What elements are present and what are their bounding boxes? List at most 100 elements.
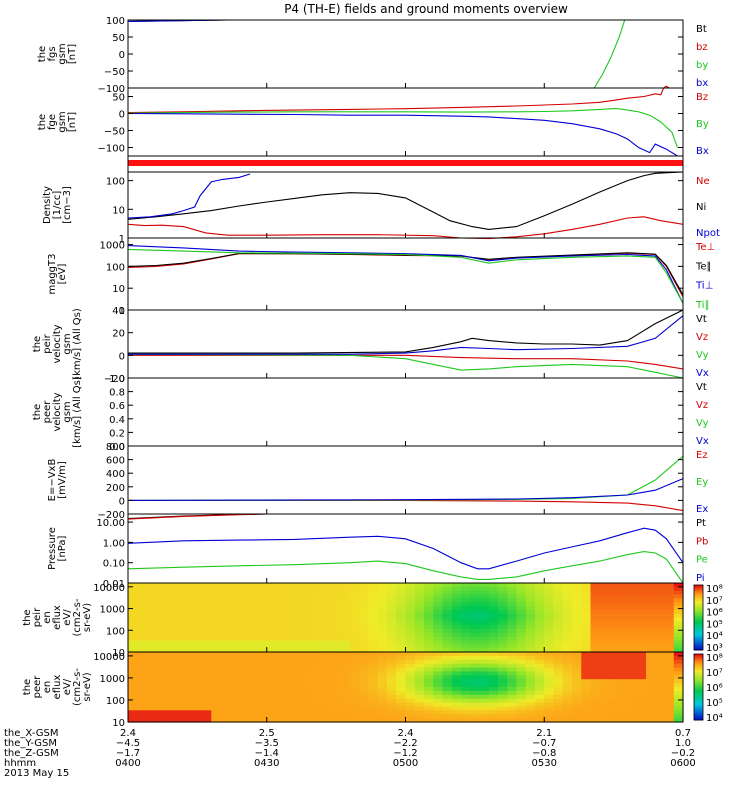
heatmap-cell — [248, 590, 259, 596]
heatmap-cell — [572, 648, 582, 653]
y-axis-label: eV/ — [62, 678, 73, 695]
heatmap-cell — [294, 590, 305, 596]
heatmap-cell — [202, 594, 212, 599]
heatmap-cell — [257, 671, 268, 676]
heatmap-cell — [183, 606, 194, 611]
heatmap-cell — [128, 706, 138, 711]
heatmap-cell — [414, 617, 425, 622]
heatmap-cell — [387, 671, 397, 676]
heatmap-cell — [387, 663, 397, 669]
heatmap-cell — [396, 667, 407, 673]
heatmap-cell — [183, 659, 194, 665]
heatmap-cell — [572, 718, 582, 723]
heatmap-cell — [442, 687, 453, 692]
heatmap-cell — [155, 706, 166, 711]
heatmap-cell — [155, 690, 166, 696]
heatmap-cell — [424, 613, 434, 619]
heatmap-cell — [368, 679, 379, 684]
heatmap-cell — [479, 702, 490, 708]
heatmap-cell — [562, 602, 573, 607]
heatmap-cell — [183, 640, 194, 645]
heatmap-cell — [442, 640, 453, 645]
y-tick-label: −200 — [98, 510, 125, 521]
colorbar-cell — [694, 640, 703, 643]
heatmap-cell — [627, 636, 638, 642]
heatmap-cell — [655, 671, 666, 676]
heatmap-cell — [165, 586, 175, 592]
heatmap-cell — [572, 606, 582, 611]
heatmap-cell — [498, 679, 508, 684]
heatmap-cell — [294, 667, 305, 673]
heatmap-cell — [313, 598, 323, 603]
heatmap-cell — [220, 621, 231, 626]
heatmap-cell — [581, 683, 592, 688]
heatmap-cell — [220, 706, 231, 711]
heatmap-cell — [405, 613, 416, 619]
heatmap-cell — [562, 683, 573, 688]
heatmap-cell — [303, 710, 314, 715]
heatmap-cell — [433, 675, 444, 680]
heatmap-cell — [146, 652, 157, 657]
heatmap-cell — [553, 632, 564, 638]
heatmap-cell — [387, 675, 397, 680]
heatmap-cell — [165, 598, 175, 603]
heatmap-cell — [294, 636, 305, 642]
heatmap-cell — [285, 659, 296, 665]
heatmap-cell — [229, 690, 240, 696]
heatmap-cell — [405, 718, 416, 723]
heatmap-cell — [544, 698, 555, 704]
heatmap-cell — [516, 609, 527, 615]
heatmap-cell — [488, 718, 499, 723]
heatmap-cell — [239, 706, 249, 711]
heatmap-cell — [266, 598, 277, 603]
heatmap-cell — [146, 583, 157, 588]
heatmap-cell — [553, 679, 564, 684]
colorbar-cell — [694, 598, 703, 601]
heatmap-cell — [424, 714, 434, 719]
heatmap-cell — [192, 698, 203, 704]
heatmap-cell — [664, 590, 675, 596]
heatmap-cell — [609, 609, 619, 615]
heatmap-cell — [461, 613, 471, 619]
heatmap-cell — [562, 636, 573, 642]
heatmap-cell — [664, 621, 675, 626]
heatmap-cell — [294, 659, 305, 665]
heatmap-cell — [599, 679, 610, 684]
heatmap-cell — [359, 583, 370, 588]
heatmap-cell — [488, 702, 499, 708]
heatmap-cell — [202, 706, 212, 711]
heatmap-cell — [294, 690, 305, 696]
heatmap-cell — [368, 687, 379, 692]
heatmap-cell — [313, 632, 323, 638]
heatmap-cell — [581, 609, 592, 615]
heatmap-cell — [516, 594, 527, 599]
heatmap-cell — [572, 644, 582, 649]
heatmap-cell — [192, 632, 203, 638]
heatmap-cell — [488, 694, 499, 700]
heatmap-cell — [137, 640, 148, 645]
heatmap-cell — [229, 594, 240, 599]
y-tick-label: 50 — [112, 33, 125, 44]
heatmap-cell — [562, 632, 573, 638]
heatmap-cell — [414, 694, 425, 700]
heatmap-cell — [183, 698, 194, 704]
heatmap-cell — [590, 698, 601, 704]
heatmap-cell — [165, 667, 175, 673]
colorbar-cell — [694, 654, 703, 657]
heatmap-cell — [285, 602, 296, 607]
heatmap-cell — [137, 690, 148, 696]
heatmap-cell — [535, 706, 545, 711]
colorbar-cell — [694, 696, 703, 699]
heatmap-cell — [331, 714, 342, 719]
heatmap-cell — [229, 640, 240, 645]
y-tick-label: 10 — [112, 648, 125, 659]
heatmap-cell — [155, 714, 166, 719]
heatmap-cell — [609, 583, 619, 588]
heatmap-cell — [498, 606, 508, 611]
heatmap-cell — [192, 621, 203, 626]
heatmap-cell — [646, 652, 656, 657]
heatmap-cell — [655, 706, 666, 711]
heatmap-cell — [673, 718, 684, 723]
heatmap-cell — [248, 613, 259, 619]
